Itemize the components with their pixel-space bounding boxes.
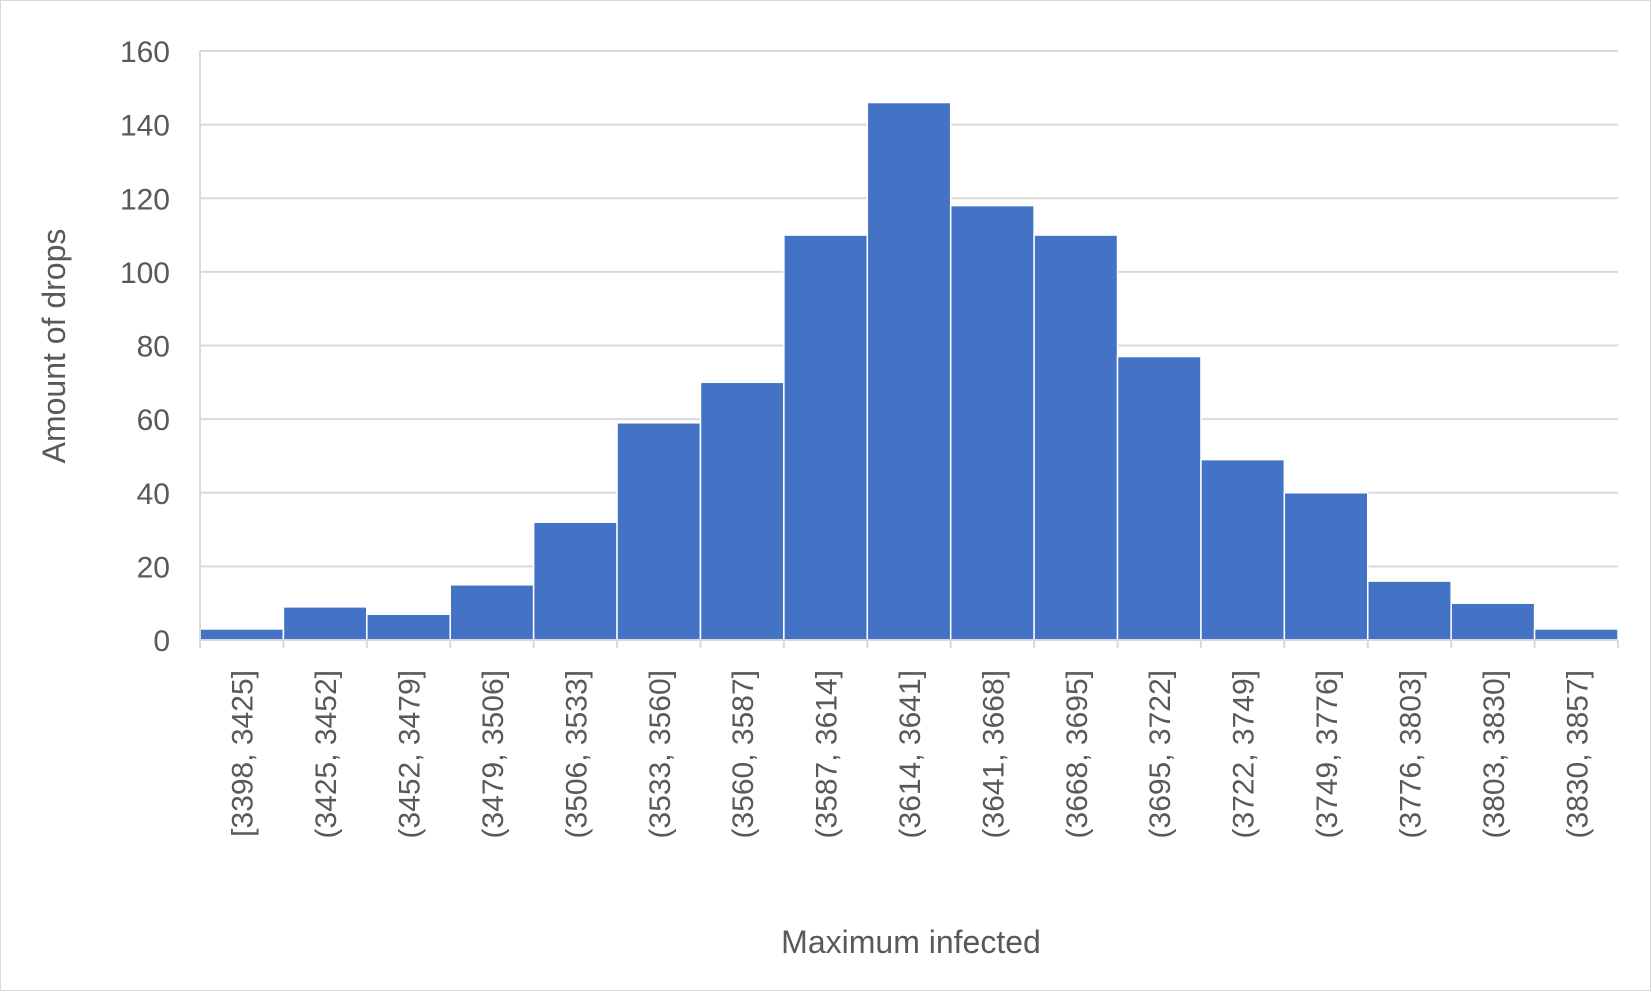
y-tick-label: 100 xyxy=(120,257,170,290)
bar xyxy=(616,422,702,641)
y-tick-label: 140 xyxy=(120,110,170,143)
bar xyxy=(783,234,869,641)
bar xyxy=(282,606,368,641)
bar xyxy=(1283,492,1369,641)
bar xyxy=(532,521,618,641)
x-tick-label: (3587, 3614] xyxy=(811,670,844,838)
axes xyxy=(199,51,1619,648)
x-tick-label: (3425, 3452] xyxy=(310,670,343,838)
x-tick-label: (3506, 3533] xyxy=(560,670,593,838)
x-tick-labels: [3398, 3425] (3425, 3452] (3452, 3479] (347… xyxy=(227,670,1595,838)
y-tick-labels: 0 20 40 60 80 100 120 140 160 xyxy=(120,36,170,658)
x-tick-label: (3749, 3776] xyxy=(1311,670,1344,838)
y-axis-title: Amount of drops xyxy=(36,229,72,464)
x-axis-title: Maximum infected xyxy=(781,924,1041,960)
x-tick-label: (3479, 3506] xyxy=(477,670,510,838)
x-tick-label: (3452, 3479] xyxy=(394,670,427,838)
bars xyxy=(199,101,1619,641)
bar xyxy=(366,613,451,641)
y-tick-label: 20 xyxy=(137,551,170,584)
y-tick-label: 0 xyxy=(153,625,170,658)
y-tick-label: 40 xyxy=(137,478,170,511)
bar xyxy=(866,101,952,641)
bar xyxy=(1033,234,1119,641)
x-tick-label: (3641, 3668] xyxy=(977,670,1010,838)
bar xyxy=(699,381,785,641)
x-tick-label: (3668, 3695] xyxy=(1061,670,1094,838)
x-tick-label: (3560, 3587] xyxy=(727,670,760,838)
bar xyxy=(949,204,1035,641)
y-tick-label: 80 xyxy=(137,331,170,364)
x-tick-label: (3803, 3830] xyxy=(1478,670,1511,838)
x-tick-label: (3614, 3641] xyxy=(894,670,927,838)
y-tick-label: 60 xyxy=(137,404,170,437)
y-tick-label: 160 xyxy=(120,36,170,69)
bar xyxy=(1450,602,1536,641)
bar xyxy=(199,628,285,641)
x-tick-label: (3722, 3749] xyxy=(1228,670,1261,838)
x-tick-label: (3830, 3857] xyxy=(1561,670,1594,838)
y-tick-label: 120 xyxy=(120,183,170,216)
x-tick-label: [3398, 3425] xyxy=(227,670,260,837)
x-tick-label: (3776, 3803] xyxy=(1394,670,1427,838)
bar xyxy=(1200,458,1286,641)
x-tick-label: (3533, 3560] xyxy=(644,670,677,838)
bar xyxy=(1116,355,1202,641)
bar xyxy=(1367,580,1452,641)
x-tick-label: (3695, 3722] xyxy=(1144,670,1177,838)
bar xyxy=(449,584,535,641)
bar xyxy=(1533,628,1619,641)
